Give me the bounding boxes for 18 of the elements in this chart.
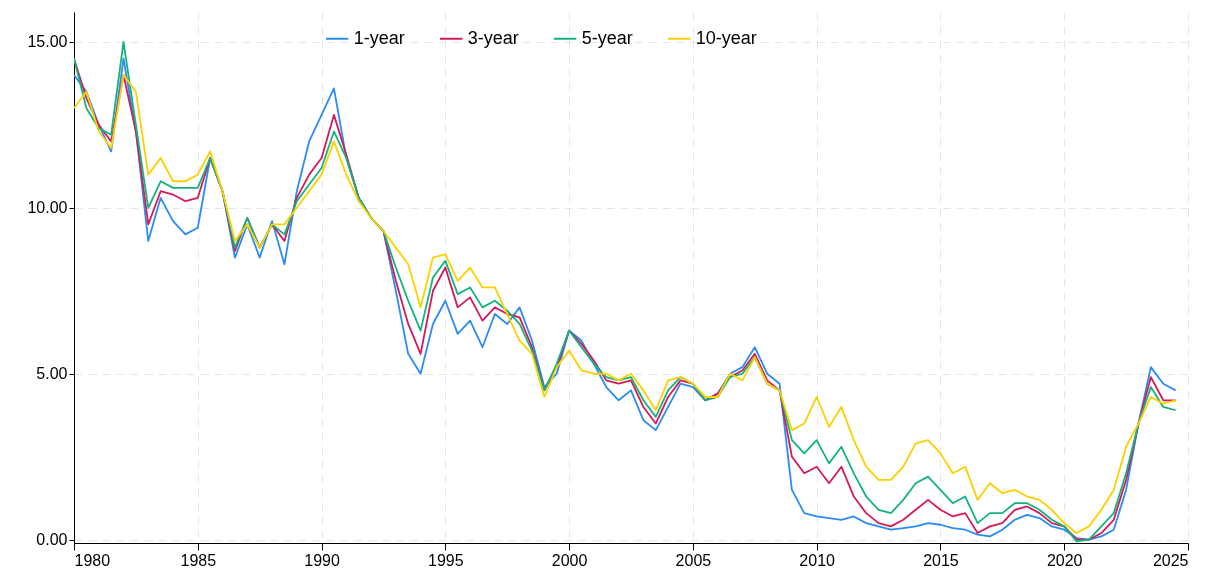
y-tick-label: 10.00 xyxy=(27,199,68,217)
x-tick-label: 2000 xyxy=(551,551,588,569)
x-tick-label: 2020 xyxy=(1046,551,1083,569)
y-tick-label: 5.00 xyxy=(36,365,68,383)
x-tick-label: 1995 xyxy=(428,551,464,569)
x-tick-label: 1990 xyxy=(304,551,340,569)
x-tick-label: 2005 xyxy=(675,551,712,569)
legend-label: 3-year xyxy=(467,27,519,48)
y-tick-label: 15.00 xyxy=(27,33,68,51)
x-tick-label: 2015 xyxy=(923,551,959,569)
x-tick-label: 1980 xyxy=(74,551,111,569)
x-tick-label: 2010 xyxy=(799,551,836,569)
legend-label: 10-year xyxy=(695,27,757,48)
legend-label: 1-year xyxy=(353,27,405,48)
legend-label: 5-year xyxy=(581,27,633,48)
x-tick-label: 2025 xyxy=(1152,551,1189,569)
x-tick-label: 1985 xyxy=(180,551,217,569)
y-tick-label: 0.00 xyxy=(36,531,68,549)
